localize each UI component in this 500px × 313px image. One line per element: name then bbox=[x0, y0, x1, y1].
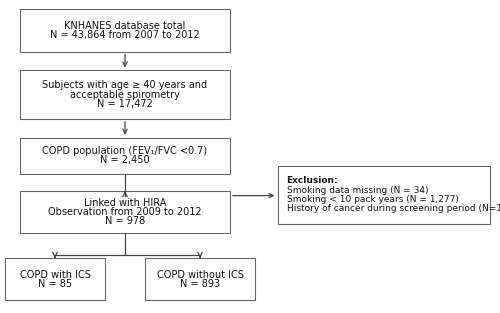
Text: N = 43,864 from 2007 to 2012: N = 43,864 from 2007 to 2012 bbox=[50, 30, 200, 40]
Text: Smoking < 10 pack years (N = 1,277): Smoking < 10 pack years (N = 1,277) bbox=[286, 195, 458, 204]
FancyBboxPatch shape bbox=[20, 9, 230, 52]
FancyBboxPatch shape bbox=[278, 166, 490, 224]
Text: N = 17,472: N = 17,472 bbox=[97, 99, 153, 109]
Text: Subjects with age ≥ 40 years and: Subjects with age ≥ 40 years and bbox=[42, 80, 207, 90]
Text: Observation from 2009 to 2012: Observation from 2009 to 2012 bbox=[48, 207, 202, 217]
Text: Linked with HIRA: Linked with HIRA bbox=[84, 198, 166, 208]
Text: KNHANES database total: KNHANES database total bbox=[64, 21, 186, 31]
Text: Smoking data missing (N = 34): Smoking data missing (N = 34) bbox=[286, 186, 428, 195]
Text: COPD without ICS: COPD without ICS bbox=[156, 270, 244, 280]
FancyBboxPatch shape bbox=[5, 258, 105, 300]
Text: COPD population (FEV₁/FVC <0.7): COPD population (FEV₁/FVC <0.7) bbox=[42, 146, 207, 156]
Text: COPD with ICS: COPD with ICS bbox=[20, 270, 90, 280]
Text: History of cancer during screening period (N=161): History of cancer during screening perio… bbox=[286, 204, 500, 213]
FancyBboxPatch shape bbox=[145, 258, 255, 300]
Text: Exclusion:: Exclusion: bbox=[286, 176, 338, 185]
FancyBboxPatch shape bbox=[20, 191, 230, 233]
Text: acceptable spirometry: acceptable spirometry bbox=[70, 90, 180, 100]
Text: N = 978: N = 978 bbox=[105, 217, 145, 226]
Text: N = 893: N = 893 bbox=[180, 279, 220, 289]
FancyBboxPatch shape bbox=[20, 138, 230, 174]
FancyBboxPatch shape bbox=[20, 70, 230, 119]
Text: N = 85: N = 85 bbox=[38, 279, 72, 289]
Text: N = 2,450: N = 2,450 bbox=[100, 156, 150, 165]
